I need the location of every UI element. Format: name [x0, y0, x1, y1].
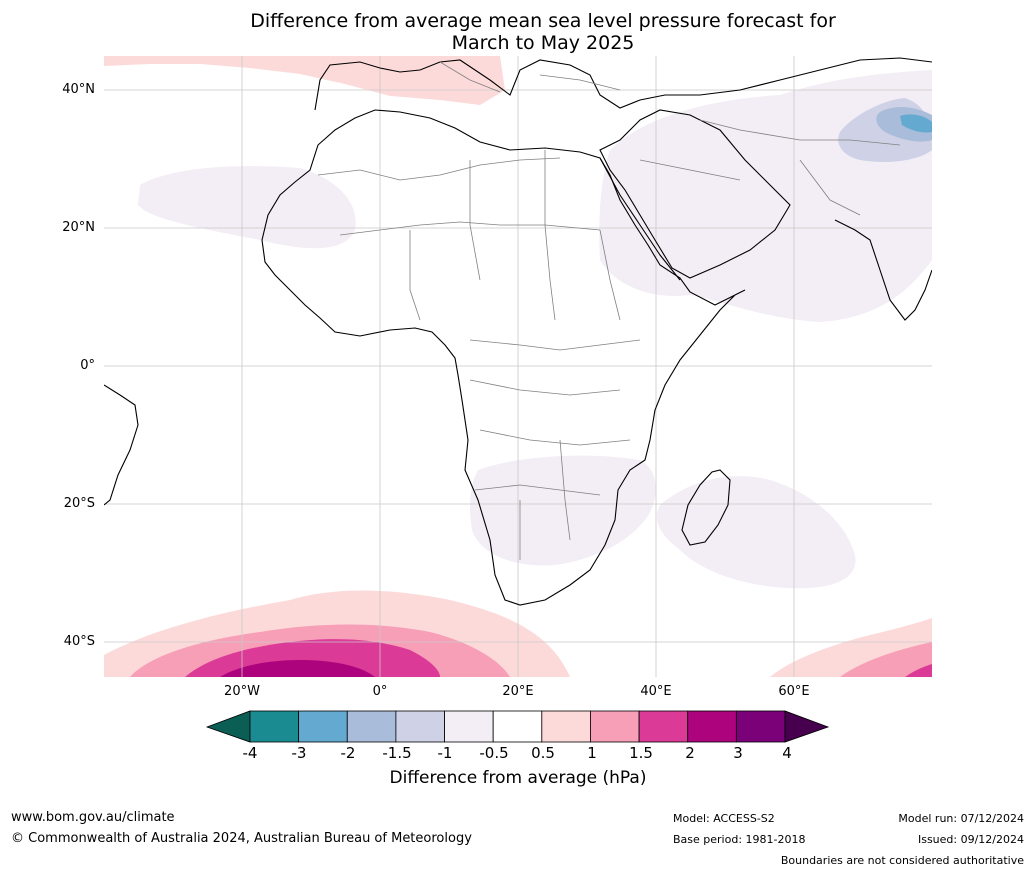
- footer-url[interactable]: www.bom.gov.au/climate: [11, 810, 175, 825]
- lon-label-60e: 60°E: [778, 684, 810, 699]
- anomaly-negative-himalaya-3: [900, 114, 932, 133]
- lat-label-20s: 20°S: [63, 496, 95, 511]
- title-line-1: Difference from average mean sea level p…: [250, 10, 836, 32]
- colorbar-tick-label: 1.5: [629, 744, 653, 762]
- footer-disclaimer: Boundaries are not considered authoritat…: [780, 854, 1024, 867]
- madagascar-coastline: [681, 469, 731, 546]
- colorbar-segment: [298, 710, 348, 743]
- india-coastline: [834, 219, 932, 321]
- colorbar-tick-label: 2: [685, 744, 695, 762]
- arabia-coastline: [599, 109, 791, 279]
- anomaly-positive-north: [104, 56, 505, 105]
- colorbar-tick-label: -0.5: [479, 744, 509, 762]
- title-line-2: March to May 2025: [451, 32, 635, 54]
- colorbar-tick-label: -2: [340, 744, 356, 762]
- footer-base-period: Base period: 1981-2018: [673, 833, 806, 846]
- colorbar: [205, 710, 830, 743]
- colorbar-segment: [444, 710, 494, 743]
- colorbar-tick-label: 4: [782, 744, 792, 762]
- colorbar-tick-label: 0.5: [531, 744, 555, 762]
- map-title: Difference from average mean sea level p…: [0, 10, 1035, 54]
- anomaly-positive-southeast-3: [905, 664, 932, 677]
- anomaly-negative-southern-africa: [470, 455, 656, 566]
- colorbar-tick-label: -4: [242, 744, 258, 762]
- colorbar-segment: [249, 710, 300, 743]
- red-sea-coastline: [599, 157, 681, 281]
- colorbar-tick-label: -1: [437, 744, 453, 762]
- lat-label-40n: 40°N: [62, 82, 95, 97]
- colorbar-tick-label: 3: [733, 744, 743, 762]
- lon-label-0: 0°: [372, 684, 388, 699]
- footer-model-run: Model run: 07/12/2024: [898, 812, 1024, 825]
- colorbar-segment: [541, 710, 591, 743]
- colorbar-tick-label: -1.5: [382, 744, 412, 762]
- anomaly-positive-southeast-2: [840, 642, 932, 677]
- graticule: [104, 56, 932, 677]
- lon-label-40e: 40°E: [640, 684, 672, 699]
- lat-label-0: 0°: [80, 358, 95, 373]
- colorbar-segment: [346, 710, 397, 743]
- colorbar-segment: [395, 710, 445, 743]
- europe-coastline: [314, 57, 932, 111]
- colorbar-segment: [590, 710, 640, 743]
- lon-label-20w: 20°W: [224, 684, 260, 699]
- colorbar-tick-label: -3: [291, 744, 307, 762]
- anomaly-positive-south-4: [220, 660, 375, 677]
- footer-copyright: © Commonwealth of Australia 2024, Austra…: [11, 831, 472, 846]
- lat-label-20n: 20°N: [62, 220, 95, 235]
- country-borders: [317, 61, 901, 560]
- lat-label-40s: 40°S: [63, 634, 95, 649]
- footer-issued: Issued: 09/12/2024: [917, 833, 1024, 846]
- colorbar-segment: [492, 710, 543, 743]
- footer-model: Model: ACCESS-S2: [673, 812, 775, 825]
- south-america-coastline: [104, 384, 139, 506]
- colorbar-tick-label: 1: [587, 744, 597, 762]
- colorbar-segment: [735, 710, 786, 743]
- colorbar-extend-low: [205, 710, 251, 743]
- colorbar-segment: [638, 710, 689, 743]
- africa-coastline: [261, 109, 746, 606]
- map-area: [104, 56, 932, 677]
- colorbar-segment: [687, 710, 737, 743]
- lon-label-20e: 20°E: [502, 684, 534, 699]
- colorbar-segments: [249, 710, 786, 743]
- colorbar-label: Difference from average (hPa): [389, 768, 647, 788]
- colorbar-extend-high: [784, 710, 830, 743]
- coastlines: [104, 57, 932, 606]
